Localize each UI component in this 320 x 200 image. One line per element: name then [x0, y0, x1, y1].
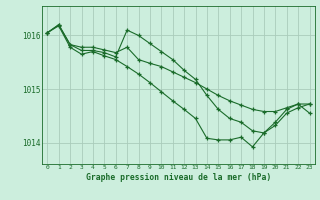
X-axis label: Graphe pression niveau de la mer (hPa): Graphe pression niveau de la mer (hPa) — [86, 173, 271, 182]
